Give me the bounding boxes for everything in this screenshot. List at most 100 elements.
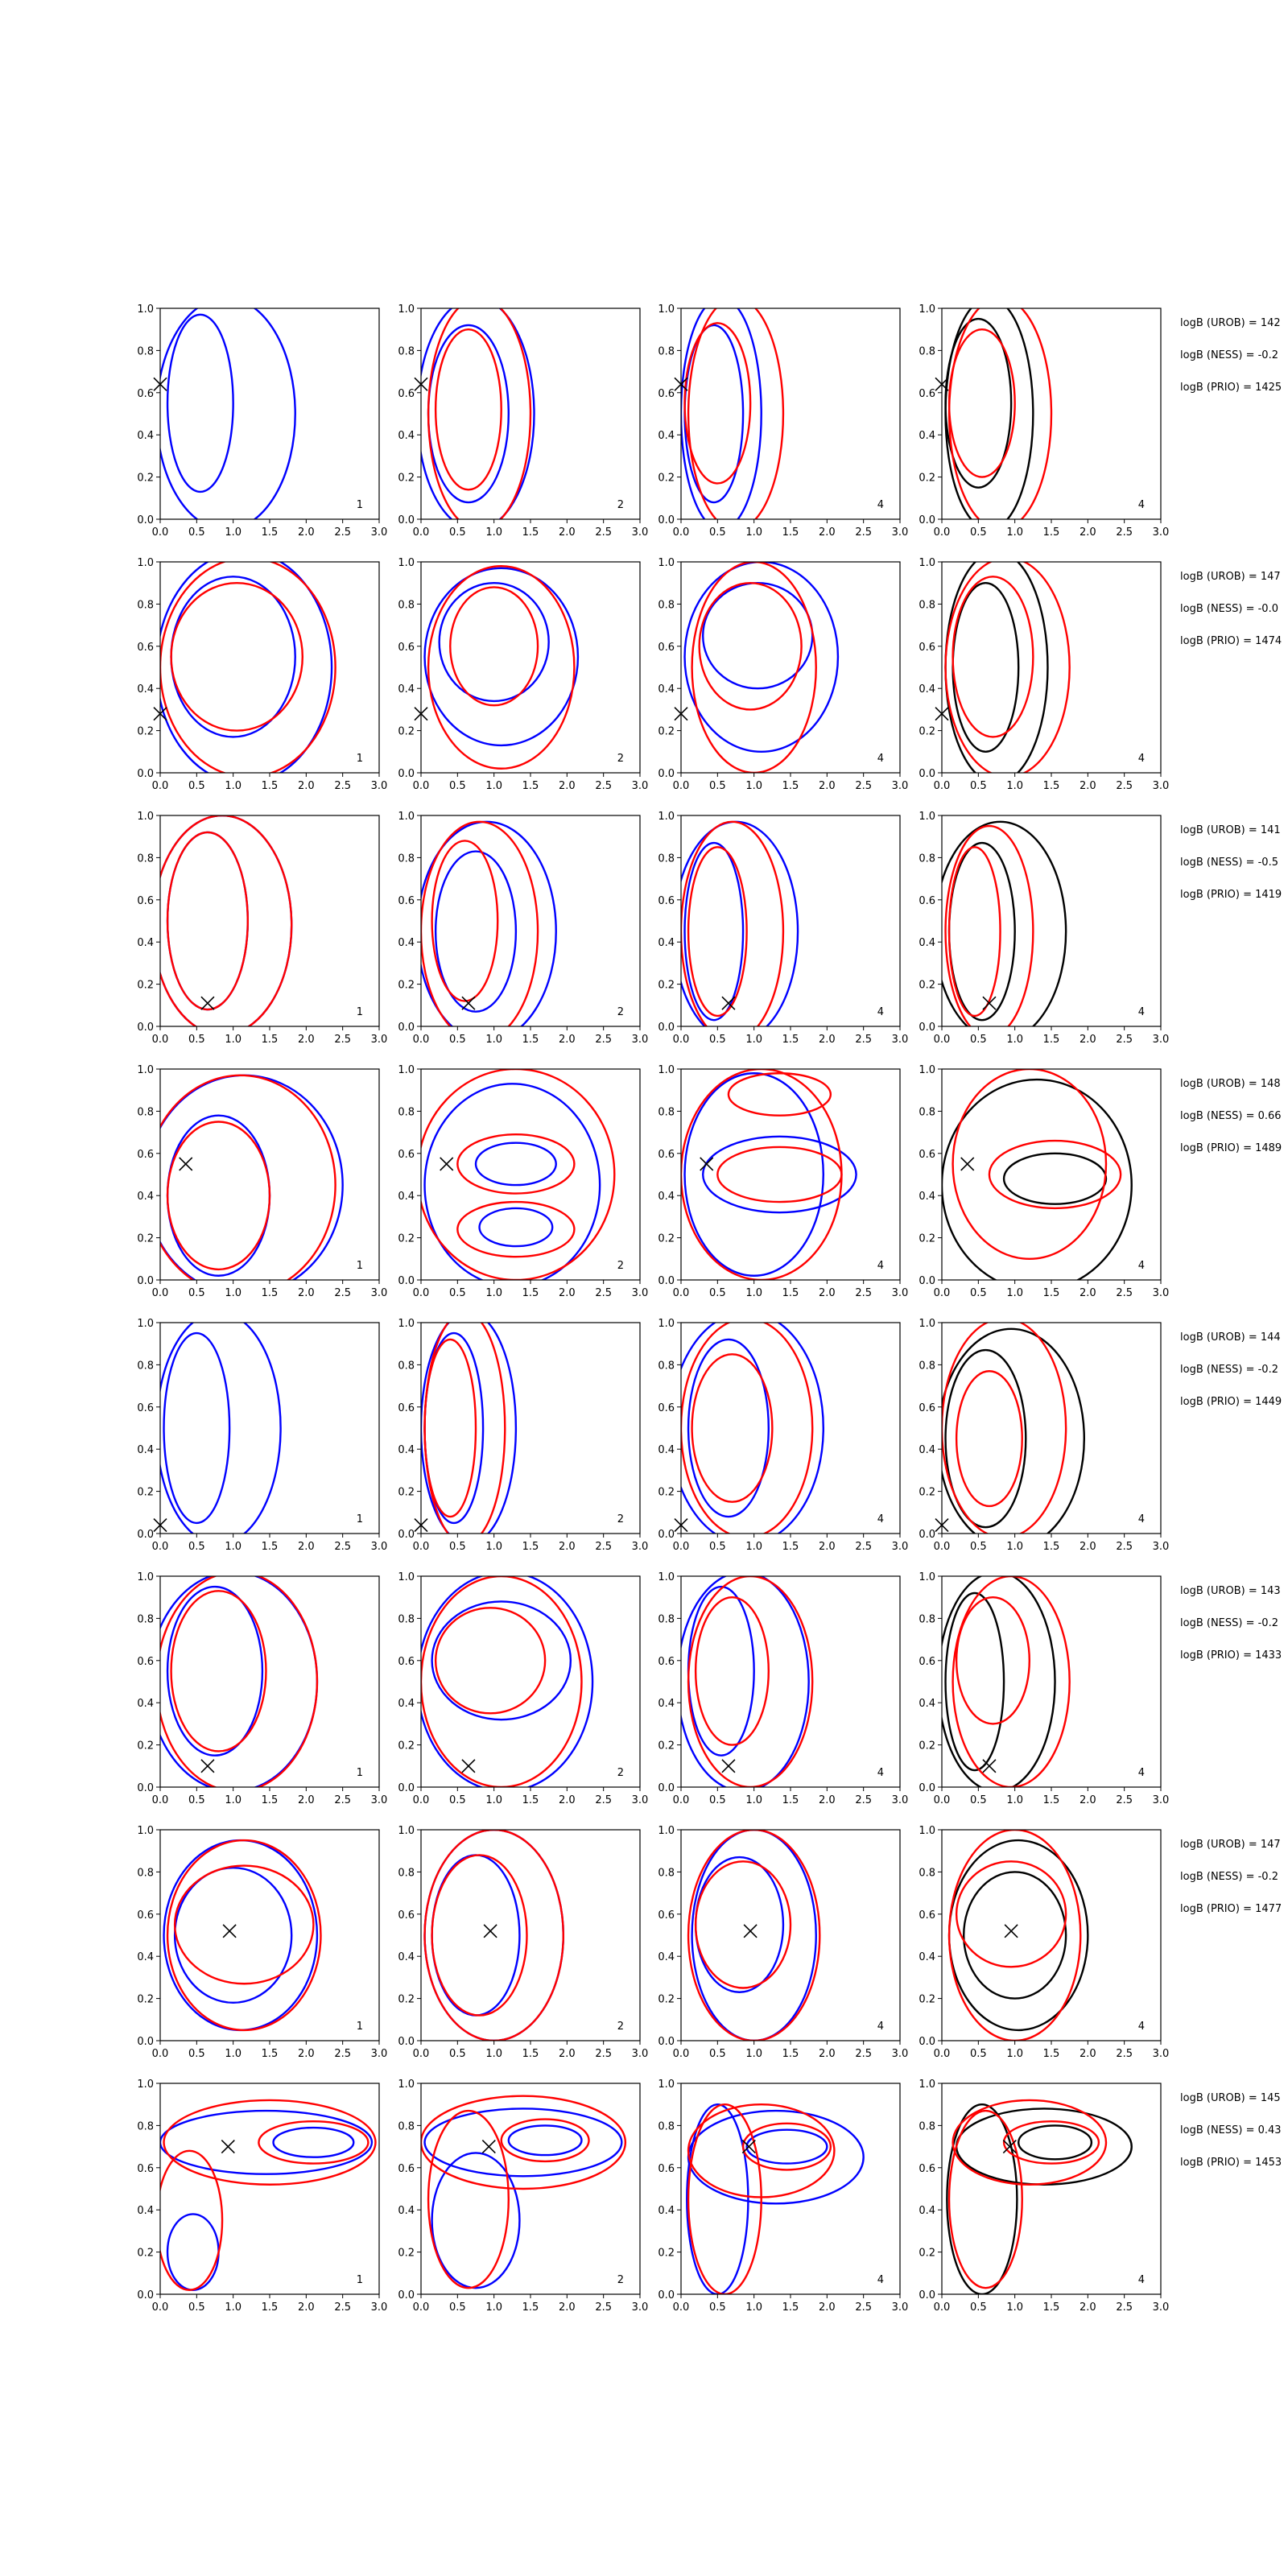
x-tick-label: 2.5: [1116, 780, 1133, 792]
x-tick-label: 0.0: [673, 1794, 690, 1806]
y-tick-label: 0.8: [137, 345, 154, 357]
x-tick-label: 1.5: [1043, 2048, 1060, 2060]
x-tick-label: 3.0: [371, 526, 388, 539]
x-tick-label: 3.0: [1153, 2048, 1170, 2060]
y-tick-label: 0.8: [398, 1360, 415, 1372]
truth-marker-stroke: [982, 996, 997, 1010]
x-tick-label: 0.0: [673, 2301, 690, 2314]
y-tick-label: 0.8: [919, 852, 935, 865]
x-tick-label: 2.5: [1116, 1034, 1133, 1046]
x-tick-label: 2.5: [334, 526, 351, 539]
contour-black: [944, 308, 1034, 519]
y-tick-label: 0.0: [919, 1022, 935, 1034]
panel-r4-c1: 0.0 0.5 1.0 1.5 2.0 2.5 3.0 0.0 0.2 0.4 0.6 0.8 1.0 1: [137, 1064, 387, 1299]
contour-black: [1017, 2124, 1093, 2161]
truth-marker-stroke: [721, 1759, 736, 1773]
axes-frame: [159, 308, 380, 520]
logb-annotation: logB (PRIO) = 1449: [1180, 1396, 1282, 1408]
y-tick-label: 0.2: [398, 1487, 415, 1499]
y-tick-label: 0.6: [919, 388, 935, 400]
x-tick-label: 2.0: [819, 780, 836, 792]
x-tick-label: 2.5: [595, 1287, 612, 1299]
y-tick-label: 0.0: [137, 2036, 154, 2048]
x-tick-label: 0.0: [413, 1034, 430, 1046]
contour-red: [947, 2109, 1023, 2289]
x-tick-label: 3.0: [892, 780, 909, 792]
y-tick-label: 0.8: [398, 1106, 415, 1118]
contour-blue: [427, 324, 510, 504]
y-tick-label: 0.6: [658, 1909, 675, 1922]
x-tick-label: 2.0: [819, 2048, 836, 2060]
x-tick-label: 2.5: [595, 1794, 612, 1806]
contour-red: [500, 2118, 590, 2163]
y-tick-label: 0.8: [398, 599, 415, 611]
y-tick-label: 0.4: [398, 1444, 415, 1456]
contour-group: [942, 1576, 1071, 1787]
x-tick-label: 2.5: [595, 1034, 612, 1046]
y-tick-label: 0.0: [919, 2036, 935, 2048]
logb-annotation: logB (NESS) = -0.2: [1180, 1364, 1278, 1376]
contour-group: [944, 562, 1071, 773]
x-tick-label: 2.0: [819, 1287, 836, 1299]
x-tick-label: 0.0: [152, 2048, 169, 2060]
x-tick-label: 1.0: [745, 1541, 762, 1553]
contour-blue: [431, 1600, 572, 1721]
contour-blue: [507, 2124, 583, 2157]
contour-blue: [421, 1576, 594, 1787]
y-tick-label: 1.0: [398, 557, 415, 569]
x-tick-label: 0.5: [449, 526, 466, 539]
x-tick-label: 2.0: [298, 2048, 315, 2060]
y-tick-label: 0.4: [658, 1444, 675, 1456]
x-tick-label: 1.0: [1006, 780, 1023, 792]
contour-blue: [160, 1576, 319, 1787]
x-tick-label: 1.5: [262, 780, 279, 792]
y-tick-label: 0.6: [658, 388, 675, 400]
panel-tag: 2: [617, 1260, 624, 1272]
y-tick-label: 0.2: [137, 980, 154, 992]
x-tick-label: 2.5: [334, 1541, 351, 1553]
truth-marker: [982, 996, 997, 1010]
x-tick-label: 2.0: [1080, 526, 1096, 539]
x-tick-label: 0.0: [413, 1541, 430, 1553]
truth-marker: [743, 1924, 758, 1938]
truth-marker-stroke: [461, 996, 476, 1010]
x-tick-label: 0.0: [934, 1794, 951, 1806]
truth-marker-stroke: [741, 2140, 756, 2154]
y-tick-label: 0.8: [658, 599, 675, 611]
panel-r4-c3: 0.0 0.5 1.0 1.5 2.0 2.5 3.0 0.0 0.2 0.4 0.6 0.8 1.0 4: [658, 1064, 908, 1299]
logb-annotation: logB (NESS) = -0.2: [1180, 349, 1278, 361]
x-tick-label: 3.0: [892, 2301, 909, 2314]
x-tick-label: 2.0: [1080, 2301, 1096, 2314]
contour-red: [421, 2095, 627, 2190]
contour-red: [160, 815, 293, 1026]
y-tick-label: 0.4: [398, 1191, 415, 1203]
contour-red: [687, 308, 785, 519]
contour-red: [942, 1323, 1067, 1534]
y-tick-label: 0.0: [398, 2036, 415, 2048]
y-tick-label: 0.0: [919, 768, 935, 780]
y-tick-label: 0.4: [398, 683, 415, 696]
y-tick-label: 0.4: [919, 2205, 935, 2217]
contour-black: [942, 1576, 1056, 1787]
x-tick-label: 2.5: [334, 780, 351, 792]
contour-red: [947, 308, 1053, 519]
logb-annotation: logB (UROB) = 142: [1180, 317, 1281, 329]
panel-tag: 4: [1138, 1513, 1145, 1525]
y-tick-label: 0.0: [137, 768, 154, 780]
x-tick-label: 2.0: [1080, 1034, 1096, 1046]
contour-blue: [431, 2152, 521, 2289]
y-tick-label: 0.0: [398, 1022, 415, 1034]
x-tick-label: 0.0: [152, 1794, 169, 1806]
y-tick-label: 0.8: [398, 852, 415, 865]
x-tick-label: 1.5: [522, 526, 539, 539]
x-tick-label: 0.5: [970, 2301, 987, 2314]
row-2: 0.0 0.5 1.0 1.5 2.0 2.5 3.0 0.0 0.2 0.4 0.6 0.8 1.0 1…: [137, 557, 1282, 792]
y-tick-label: 0.8: [919, 1613, 935, 1625]
panel-r5-c4: 0.0 0.5 1.0 1.5 2.0 2.5 3.0 0.0 0.2 0.4 0.6 0.8 1.0 4: [919, 1318, 1169, 1553]
panel-r3-c1: 0.0 0.5 1.0 1.5 2.0 2.5 3.0 0.0 0.2 0.4 0.6 0.8 1.0 1: [137, 811, 387, 1046]
y-tick-label: 0.4: [919, 683, 935, 696]
x-tick-label: 1.5: [262, 1794, 279, 1806]
contour-red: [681, 1069, 843, 1280]
panel-tag: 2: [617, 2274, 624, 2286]
x-tick-label: 0.0: [673, 1287, 690, 1299]
